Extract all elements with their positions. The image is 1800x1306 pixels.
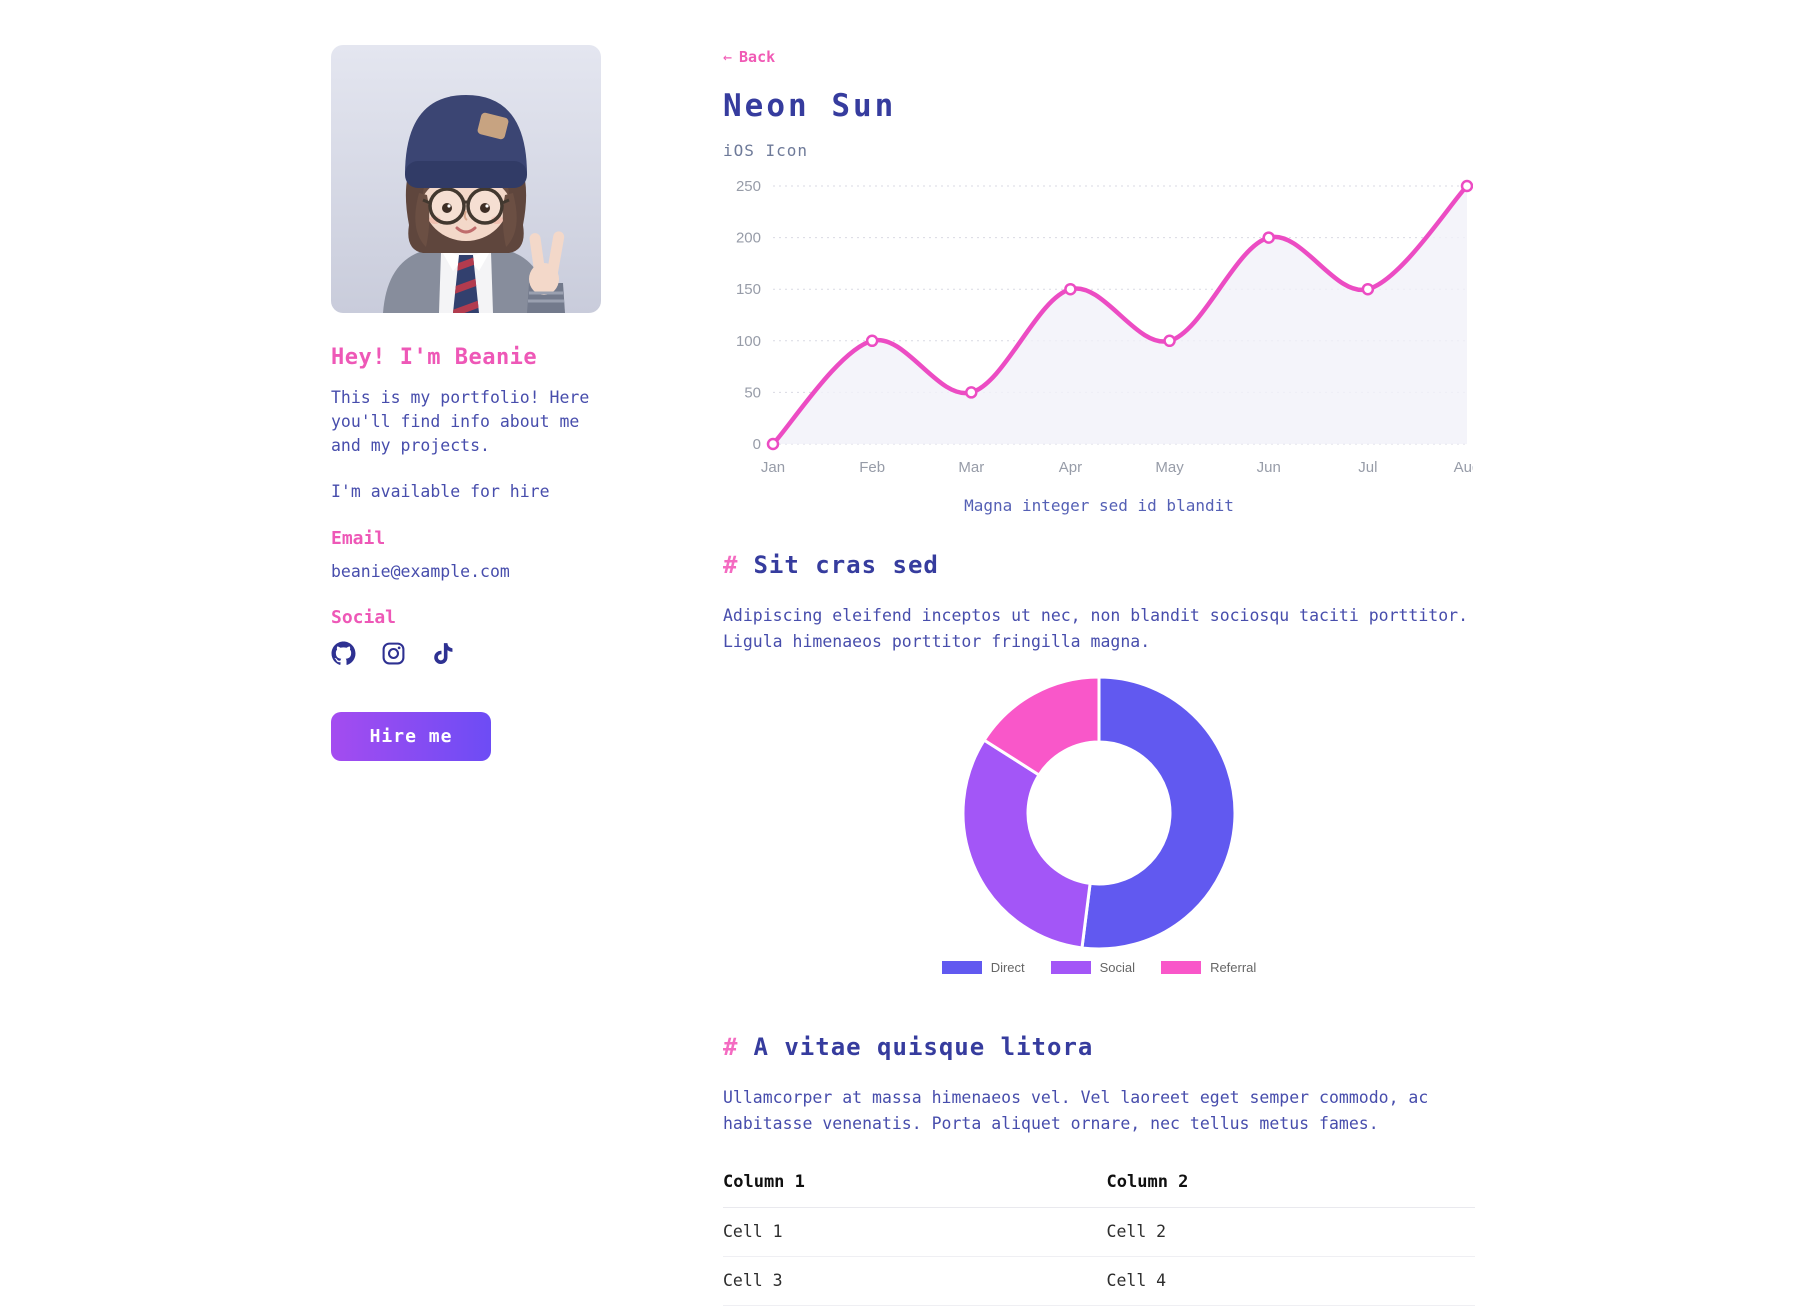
- svg-text:250: 250: [736, 178, 761, 195]
- legend-label: Direct: [990, 960, 1025, 976]
- svg-text:0: 0: [753, 436, 761, 453]
- legend-item-direct: Direct: [941, 960, 1025, 976]
- hash-icon: #: [723, 551, 739, 579]
- back-arrow-icon: ←: [723, 48, 733, 66]
- chart-legend: Direct Social Referral: [723, 960, 1475, 975]
- main-content: ← Back Neon Sun iOS Icon 0 50 100 150 200 250 J…: [723, 40, 1480, 1306]
- svg-text:200: 200: [736, 230, 761, 247]
- greeting-heading: Hey! I'm Beanie: [331, 345, 538, 370]
- back-label: Back: [739, 48, 776, 66]
- table-cell: Cell 3: [723, 1256, 1107, 1306]
- svg-text:100: 100: [736, 333, 761, 350]
- legend-item-social: Social: [1050, 960, 1136, 976]
- line-chart: 0 50 100 150 200 250 Jan Feb Mar Apr May Jun Jul Aug: [723, 172, 1480, 488]
- hire-me-button[interactable]: Hire me: [331, 711, 491, 761]
- section-heading-1: # Sit cras sed: [723, 551, 939, 579]
- table-header-cell: Column 1: [723, 1162, 1107, 1209]
- email-value: beanie@example.com: [331, 561, 510, 581]
- svg-text:Mar: Mar: [958, 459, 984, 476]
- sidebar: Hey! I'm Beanie This is my portfolio! He…: [331, 45, 601, 761]
- avatar-illustration: [331, 45, 601, 313]
- back-link[interactable]: ← Back: [723, 48, 775, 66]
- hash-icon: #: [723, 1033, 739, 1062]
- legend-item-referral: Referral: [1161, 960, 1256, 975]
- legend-label: Social: [1099, 960, 1136, 976]
- svg-text:Aug: Aug: [1454, 459, 1473, 476]
- svg-text:50: 50: [744, 384, 761, 401]
- donut-segment-social: [961, 738, 1092, 950]
- chart-caption: Magna integer sed id blandit: [964, 496, 1234, 515]
- table-cell: Cell 2: [1106, 1207, 1475, 1258]
- donut-chart: [723, 672, 1475, 954]
- email-label: Email: [331, 527, 386, 549]
- data-table: Column 1 Column 2 Cell 1 Cell 2 Cell 3 Cell …: [723, 1162, 1475, 1306]
- social-links: [331, 641, 601, 666]
- instagram-icon[interactable]: [381, 641, 406, 666]
- table-header-row: Column 1 Column 2: [723, 1162, 1475, 1209]
- social-label: Social: [331, 606, 397, 628]
- intro-text: This is my portfolio! Here you'll find i…: [331, 388, 590, 455]
- page-title: Neon Sun: [723, 88, 897, 124]
- github-icon[interactable]: [331, 641, 356, 666]
- avatar: [331, 45, 601, 313]
- legend-swatch: [1050, 961, 1091, 975]
- table-cell: Cell 1: [723, 1207, 1107, 1258]
- svg-text:150: 150: [736, 281, 761, 298]
- legend-swatch: [1161, 961, 1202, 975]
- legend-label: Referral: [1210, 960, 1257, 976]
- section-heading-2: # A vitae quisque litora: [723, 1033, 1094, 1062]
- donut-segment-referral: [982, 675, 1101, 777]
- section-body-1: Adipiscing eleifend inceptos ut nec, non…: [723, 606, 1469, 651]
- table-head: Column 1 Column 2: [723, 1162, 1475, 1209]
- table-row: Cell 3 Cell 4: [723, 1256, 1475, 1306]
- page-subtitle: iOS Icon: [723, 141, 809, 160]
- table-body: Cell 1 Cell 2 Cell 3 Cell 4: [723, 1207, 1475, 1306]
- donut-chart-svg: [961, 675, 1237, 951]
- donut-segment-direct: [1080, 675, 1237, 951]
- svg-text:Jun: Jun: [1257, 459, 1281, 476]
- tiktok-icon[interactable]: [431, 641, 456, 666]
- svg-text:Apr: Apr: [1059, 459, 1082, 476]
- table-row: Cell 1 Cell 2: [723, 1207, 1475, 1258]
- svg-text:May: May: [1155, 459, 1184, 476]
- legend-swatch: [941, 961, 982, 975]
- table-cell: Cell 4: [1106, 1256, 1475, 1306]
- table-header-cell: Column 2: [1106, 1162, 1475, 1209]
- section-body-2: Ullamcorper at massa himenaeos vel. Vel …: [723, 1088, 1429, 1133]
- svg-text:Jan: Jan: [761, 459, 785, 476]
- svg-text:Jul: Jul: [1358, 459, 1377, 476]
- line-chart-svg: 0 50 100 150 200 250 Jan Feb Mar Apr May Jun Jul Aug: [736, 178, 1480, 476]
- availability-text: I'm available for hire: [331, 481, 550, 501]
- svg-text:Feb: Feb: [859, 459, 885, 476]
